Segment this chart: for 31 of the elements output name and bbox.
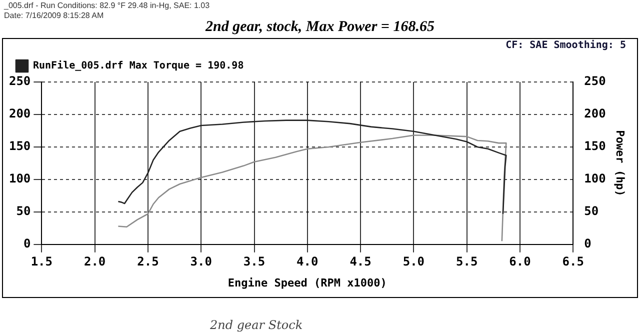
text: 2nd gear Stock	[210, 318, 303, 332]
y-tick-label: 0	[23, 236, 31, 251]
y2-tick-label: 150	[584, 139, 606, 154]
y-tick-label: 50	[16, 204, 31, 218]
x-tick-label: 4.0	[296, 254, 318, 269]
y2-tick-label: 100	[584, 172, 606, 186]
y-tick-label: 200	[8, 106, 31, 121]
y2-tick-label: 0	[584, 236, 592, 251]
text: _005.drf - Run Conditions: 82.9 °F 29.48 in-Hg, SAE: 1.03	[4, 1, 210, 11]
x-tick-label: 3.0	[190, 254, 212, 269]
chart-subtitle: CF: SAE Smoothing: 5	[506, 40, 626, 51]
x-axis-title: Engine Speed (RPM x1000)	[228, 276, 387, 290]
y-tick-label: 100	[8, 172, 31, 186]
x-tick-label: 4.5	[350, 254, 372, 269]
x-tick-label: 5.5	[456, 254, 478, 269]
y-tick-label: 250	[8, 74, 31, 88]
x-tick-label: 1.5	[30, 254, 53, 269]
x-tick-label: 3.5	[243, 254, 266, 269]
y2-tick-label: 250	[584, 74, 606, 88]
x-tick-label: 5.0	[402, 254, 425, 269]
chart-title: 2nd gear, stock, Max Power = 168.65	[204, 19, 436, 36]
y2-tick-label: 50	[584, 204, 599, 218]
y2-tick-label: 200	[584, 106, 606, 121]
y2-axis-title: Power (hp)	[614, 130, 627, 196]
x-tick-label: 2.5	[137, 254, 159, 269]
x-tick-label: 6.0	[509, 254, 531, 269]
x-tick-label: 2.0	[84, 254, 106, 269]
text: Date: 7/16/2009 8:15:28 AM	[4, 11, 104, 20]
legend-label: RunFile_005.drf Max Torque = 190.98	[33, 60, 244, 72]
x-tick-label: 6.5	[562, 254, 584, 269]
y-tick-label: 150	[8, 139, 31, 154]
